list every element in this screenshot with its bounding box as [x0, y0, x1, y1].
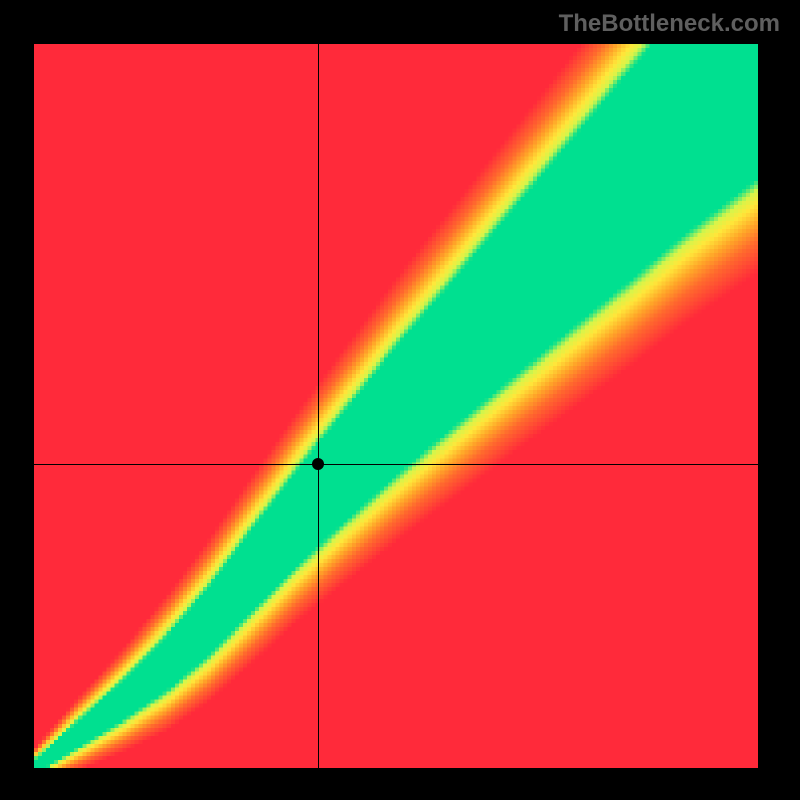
- heatmap-plot: [34, 44, 758, 768]
- crosshair-horizontal: [34, 464, 758, 465]
- heatmap-canvas: [34, 44, 758, 768]
- selection-marker: [312, 458, 324, 470]
- crosshair-vertical: [318, 44, 319, 768]
- watermark-label: TheBottleneck.com: [559, 10, 780, 38]
